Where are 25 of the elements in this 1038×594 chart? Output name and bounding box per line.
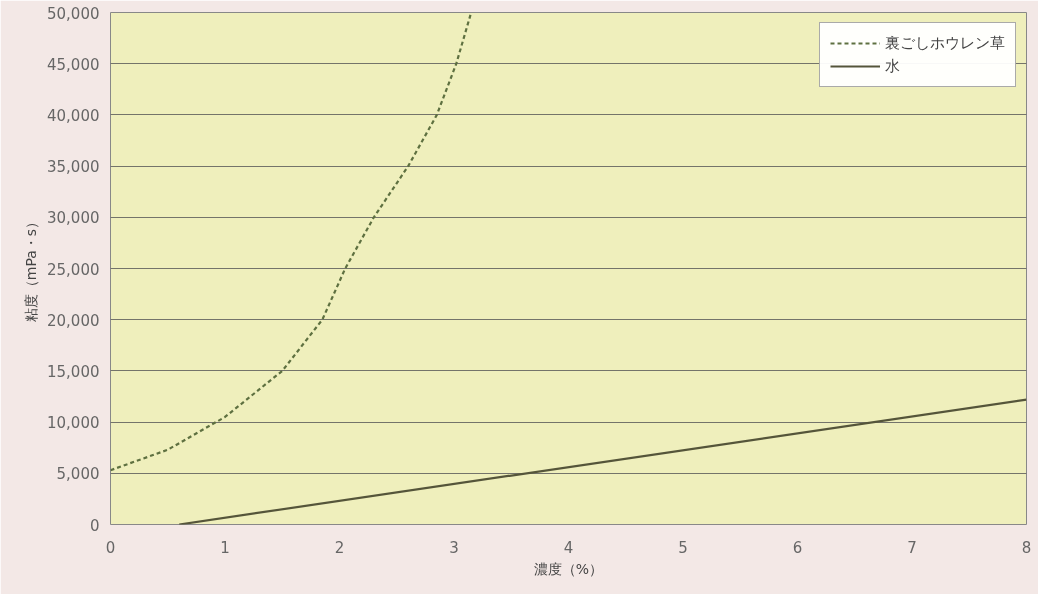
y-tick-label: 25,000 [47,260,100,279]
y-tick-label: 35,000 [47,158,100,177]
x-tick-label: 4 [563,538,574,557]
y-tick-label: 15,000 [47,362,100,381]
x-tick-label: 8 [1021,538,1032,557]
x-tick-label: 2 [334,538,345,557]
y-tick-label: 40,000 [47,106,100,125]
x-axis-title: 濃度（%） [533,560,604,577]
x-tick-label: 5 [678,538,688,557]
legend-label: 水 [885,56,901,76]
y-tick-label: 50,000 [47,4,100,23]
x-tick-label: 3 [449,538,459,557]
y-tick-label: 5,000 [56,465,100,484]
y-axis-title: 粘度（mPa・s） [23,214,40,323]
x-tick-label: 7 [907,538,917,557]
y-tick-label: 10,000 [47,414,100,433]
line-series [110,12,473,472]
x-tick-label: 6 [792,538,803,557]
y-tick-label: 20,000 [47,311,100,330]
y-tick-label: 30,000 [47,209,100,228]
y-tick-label: 0 [89,516,100,535]
y-tick-label: 45,000 [47,55,100,74]
x-tick-label: 0 [105,538,116,557]
legend-label: 裏ごしホウレン草 [885,33,1005,53]
x-tick-label: 1 [220,538,230,557]
